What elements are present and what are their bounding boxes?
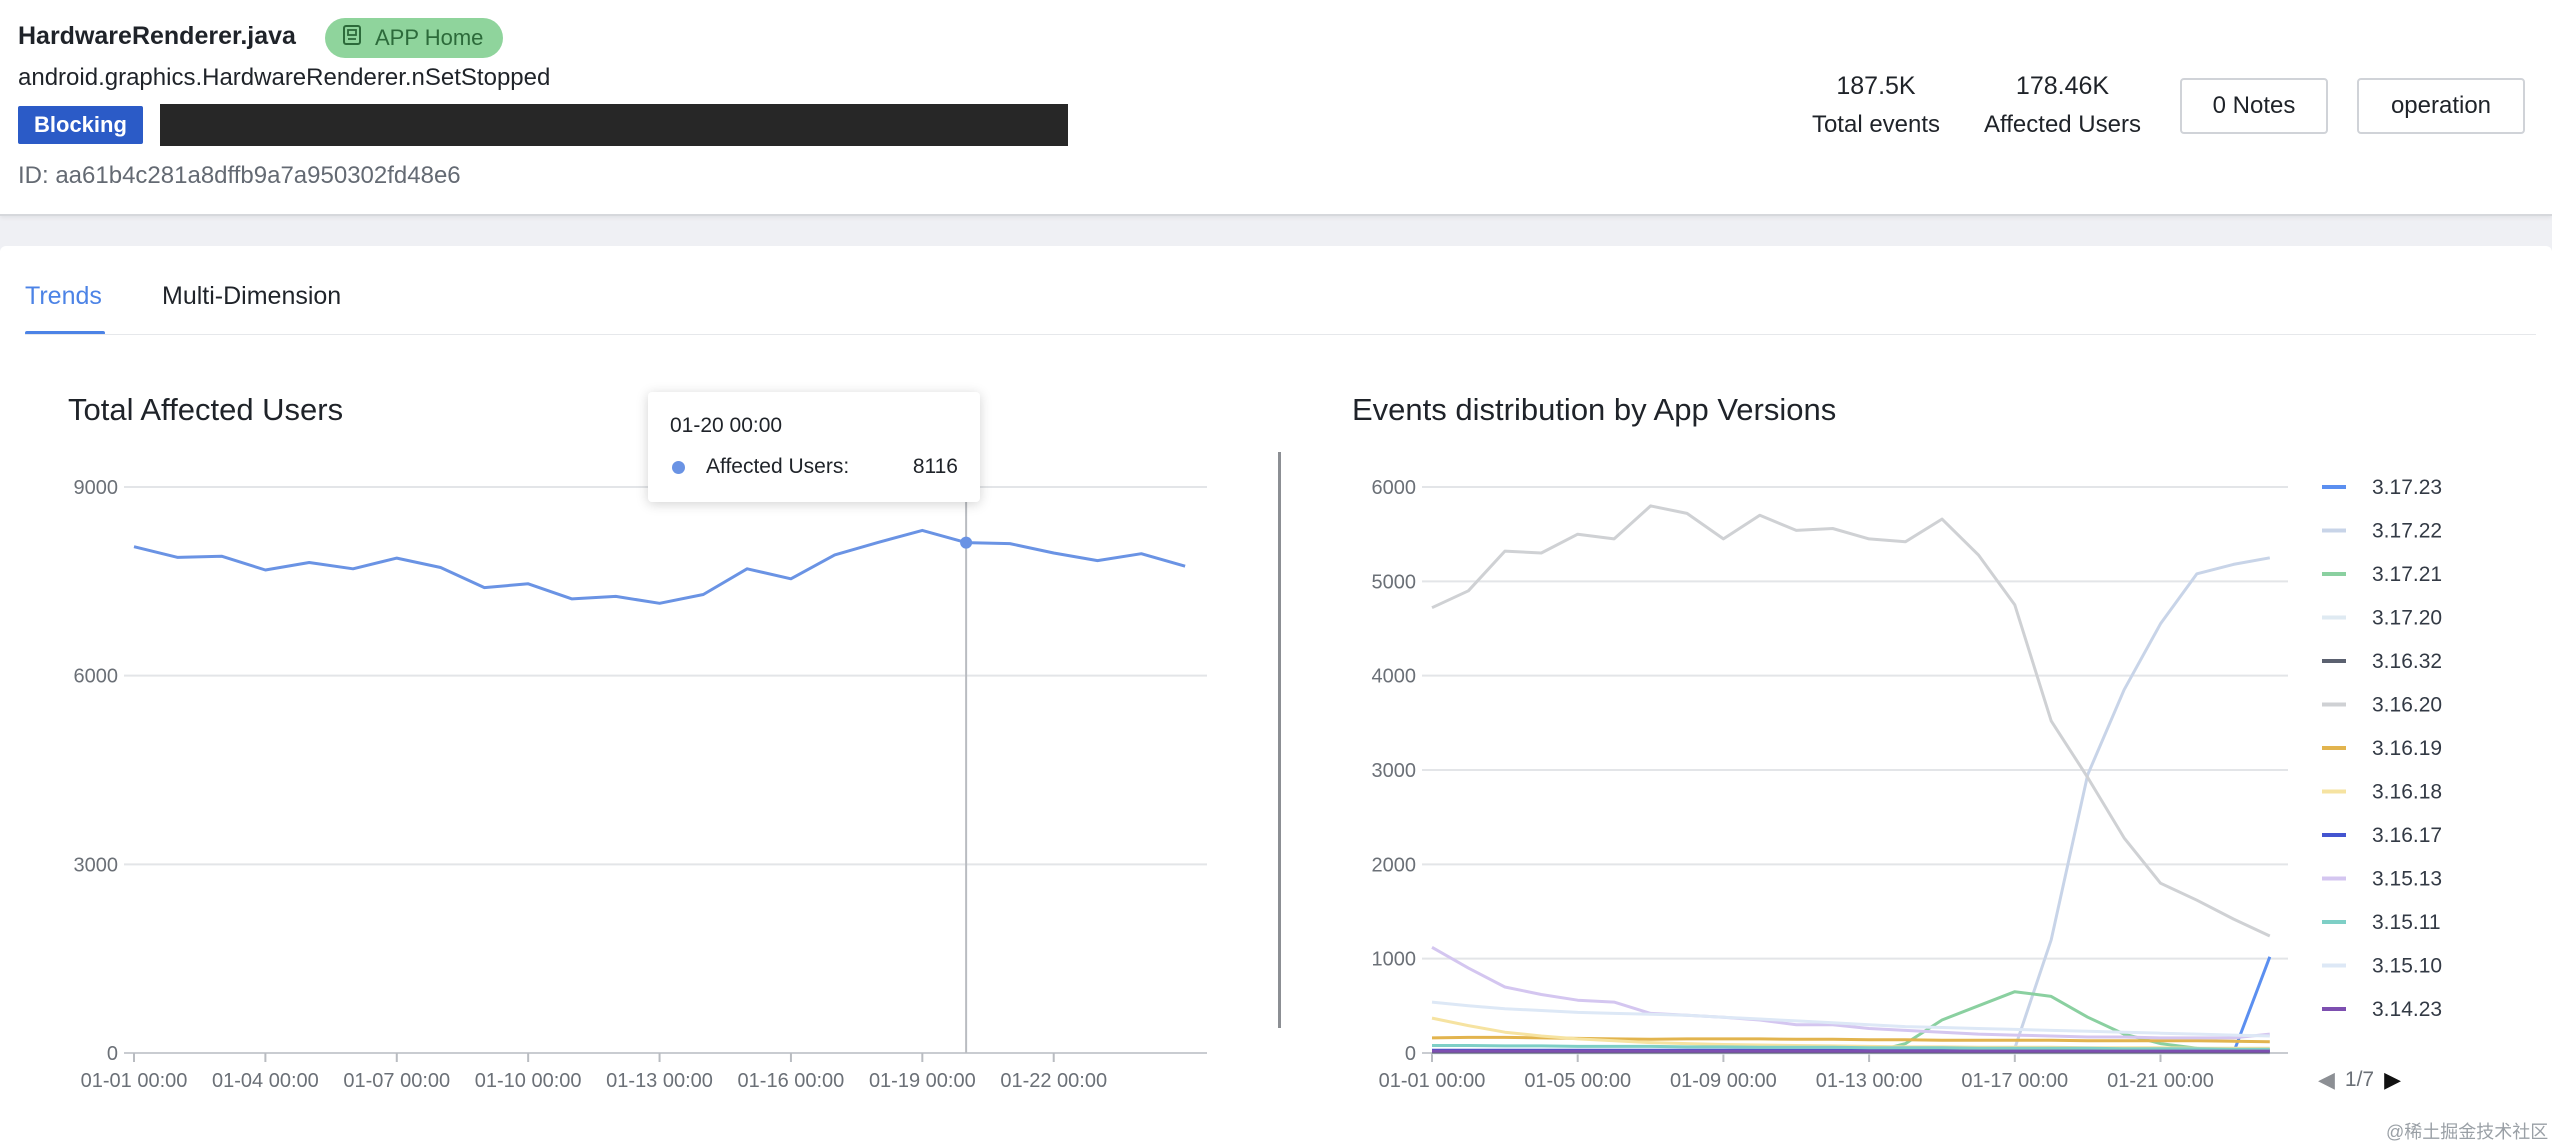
trends-panel: Trends Multi-Dimension Total Affected Us… (0, 246, 2552, 1148)
x-tick-label: 01-19 00:00 (869, 1070, 976, 1092)
active-tab-indicator (25, 331, 105, 335)
y-tick-label: 2000 (1372, 854, 1417, 876)
redacted-block (160, 104, 1068, 146)
total-events-value: 187.5K (1836, 72, 1916, 100)
issue-file-name: HardwareRenderer.java (18, 22, 296, 50)
app-home-icon (341, 24, 363, 52)
y-tick-label: 3000 (1372, 760, 1417, 782)
blocking-badge: Blocking (18, 106, 143, 144)
total-events-label: Total events (1811, 111, 1941, 138)
x-tick-label: 01-07 00:00 (343, 1070, 450, 1092)
y-tick-label: 9000 (74, 477, 119, 499)
x-tick-label: 01-21 00:00 (2107, 1070, 2214, 1092)
operation-button[interactable]: operation (2357, 78, 2525, 134)
x-tick-label: 01-16 00:00 (738, 1070, 845, 1092)
series-line-3-17-22 (1432, 556, 2271, 1055)
issue-id: ID: aa61b4c281a8dffb9a7a950302fd48e6 (18, 162, 461, 189)
chart-divider (1278, 452, 1281, 1028)
affected-users-stat: 178.46K Affected Users (1975, 72, 2150, 139)
x-tick-label: 01-04 00:00 (212, 1070, 319, 1092)
tab-bar: Trends Multi-Dimension (0, 246, 2536, 336)
x-tick-label: 01-01 00:00 (1379, 1070, 1486, 1092)
app-home-label: APP Home (375, 25, 484, 50)
app-home-button[interactable]: APP Home (325, 18, 504, 58)
x-tick-label: 01-13 00:00 (1816, 1070, 1923, 1092)
x-tick-label: 01-09 00:00 (1670, 1070, 1777, 1092)
legend-item-label: 3.17.22 (2372, 520, 2442, 543)
events-by-version-chart: 0 1000 2000 3000 4000 5000 6000 01-01 00:00 01-0… (1372, 476, 2443, 1092)
tooltip-series-dot (672, 461, 685, 474)
left-chart-title: Total Affected Users (68, 392, 344, 427)
legend-item-label: 3.15.11 (2372, 911, 2441, 934)
series-line-3-15-11 (1432, 1044, 2270, 1051)
tab-multi-dimension[interactable]: Multi-Dimension (162, 282, 342, 310)
legend-item-label: 3.17.21 (2372, 563, 2442, 586)
affected-users-value: 178.46K (2015, 72, 2110, 100)
triangle-right-icon[interactable]: ▶ (2384, 1067, 2402, 1092)
issue-header: HardwareRenderer.java APP Home android.g… (0, 0, 2552, 216)
x-tick-label: 01-01 00:00 (81, 1070, 188, 1092)
tab-divider (25, 334, 2536, 335)
legend-item-label: 3.16.17 (2372, 824, 2442, 847)
y-tick-label: 0 (1405, 1043, 1416, 1065)
affected-users-label: Affected Users (1984, 111, 2141, 138)
y-tick-label: 3000 (74, 854, 119, 876)
series-line-3-16-20 (1431, 504, 2271, 938)
x-tick-label: 01-17 00:00 (1961, 1070, 2068, 1092)
notes-button[interactable]: 0 Notes (2180, 78, 2328, 134)
x-tick-label: 01-13 00:00 (606, 1070, 713, 1092)
legend-item-label: 3.16.19 (2372, 737, 2442, 760)
y-tick-label: 6000 (1372, 477, 1417, 499)
x-tick-label: 01-05 00:00 (1524, 1070, 1631, 1092)
legend-item-label: 3.16.18 (2372, 781, 2442, 804)
series-line-3-15-10 (1431, 1000, 2270, 1038)
legend-item-label: 3.15.13 (2372, 868, 2442, 891)
tooltip-time: 01-20 00:00 (670, 414, 783, 437)
legend-page-indicator: 1/7 (2344, 1068, 2375, 1091)
y-tick-label: 0 (107, 1043, 118, 1065)
y-tick-label: 5000 (1372, 571, 1417, 593)
series-line-Affected Users (133, 528, 1186, 605)
series-line-3-15-13 (1431, 945, 2270, 1040)
total-affected-users-chart: 0 3000 6000 9000 01-01 00:00 01-04 00:00 01-07… (74, 477, 1207, 1092)
legend-item-label: 3.15.10 (2372, 955, 2442, 978)
tab-trends[interactable]: Trends (25, 282, 102, 310)
x-tick-label: 01-10 00:00 (475, 1070, 582, 1092)
legend-item-label: 3.17.23 (2372, 476, 2442, 499)
right-chart-title: Events distribution by App Versions (1352, 392, 1837, 427)
triangle-left-icon[interactable]: ◀ (2318, 1067, 2335, 1092)
legend-pager: ◀ 1/7 ▶ (2318, 1066, 2401, 1094)
y-tick-label: 6000 (74, 666, 119, 688)
crash-method: android.graphics.HardwareRenderer.nSetSt… (18, 64, 551, 91)
legend-item-label: 3.16.32 (2372, 650, 2442, 673)
legend-item-label: 3.16.20 (2372, 694, 2442, 717)
hover-point (960, 536, 973, 549)
legend-item-label: 3.17.20 (2372, 607, 2442, 630)
chart-tooltip: 01-20 00:00 Affected Users: 8116 (648, 392, 980, 502)
x-tick-label: 01-22 00:00 (1000, 1070, 1107, 1092)
y-tick-label: 1000 (1372, 949, 1417, 971)
y-tick-label: 4000 (1372, 666, 1417, 688)
tooltip-series-label: Affected Users: (706, 455, 850, 478)
tooltip-value: 8116 (912, 455, 958, 478)
legend-item-label: 3.14.23 (2372, 998, 2442, 1021)
watermark: @稀土掘金技术社区 (2386, 1122, 2549, 1142)
total-events-stat: 187.5K Total events (1806, 72, 1946, 139)
